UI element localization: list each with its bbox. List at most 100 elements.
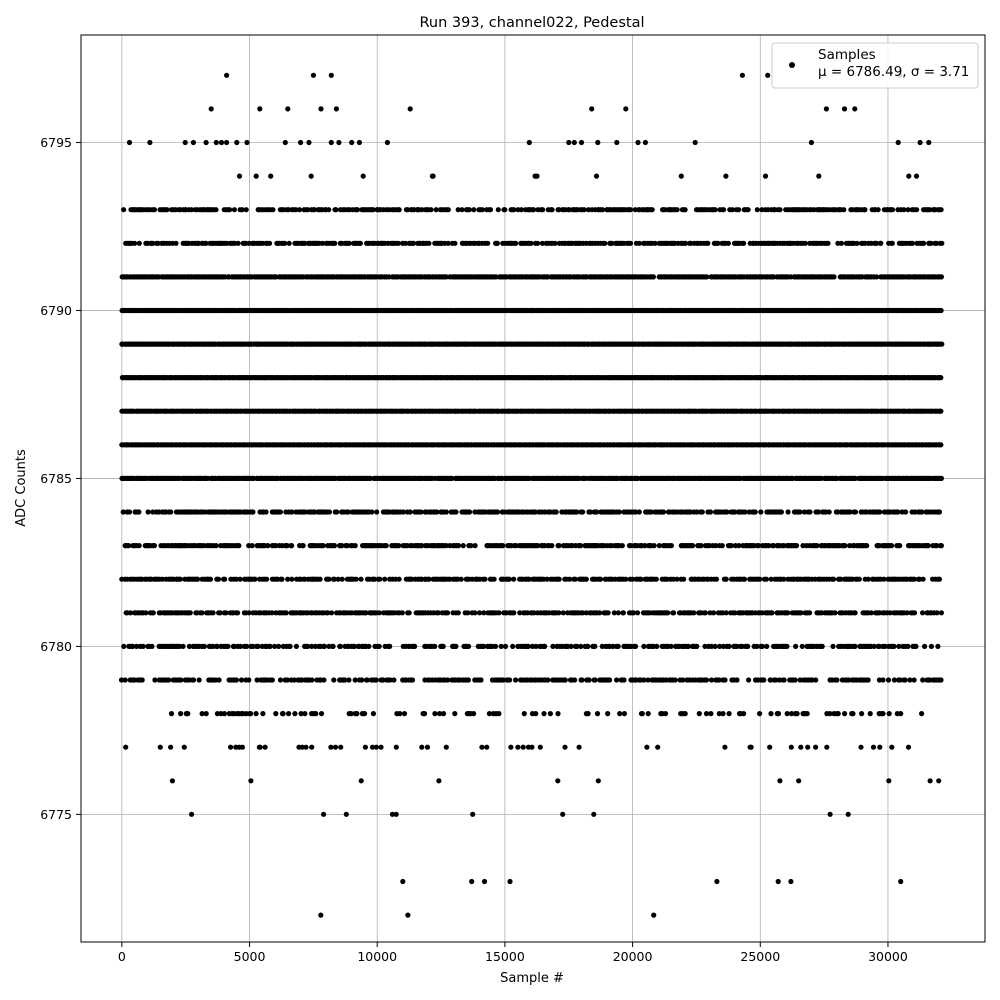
data-point [796, 778, 802, 784]
data-point [352, 677, 358, 683]
data-point [620, 610, 627, 616]
data-point [794, 711, 800, 717]
data-point [496, 711, 502, 717]
data-point [694, 509, 700, 515]
data-point [662, 711, 669, 717]
data-point [562, 677, 568, 683]
data-point [246, 610, 252, 616]
chart-title: Run 393, channel022, Pedestal [419, 15, 644, 31]
data-point [832, 610, 838, 616]
data-point [169, 778, 175, 784]
data-point [553, 509, 559, 515]
data-point [289, 576, 295, 582]
data-point [136, 509, 142, 515]
data-point [736, 543, 742, 549]
data-point [630, 610, 637, 616]
data-point [486, 711, 492, 717]
data-point [373, 744, 379, 750]
data-point [934, 543, 940, 549]
data-point [827, 711, 833, 717]
data-point [547, 711, 554, 717]
data-point [619, 543, 625, 549]
data-point [498, 643, 504, 650]
data-point [597, 610, 603, 616]
data-point [876, 677, 883, 683]
data-point [376, 610, 382, 616]
data-point [708, 677, 715, 683]
data-point [372, 576, 378, 582]
data-point [269, 610, 275, 616]
data-point [121, 643, 127, 650]
data-point [758, 509, 764, 515]
data-point [150, 509, 156, 515]
data-point [560, 811, 566, 817]
data-point [222, 576, 228, 582]
data-point [239, 744, 245, 750]
data-point [305, 643, 311, 650]
data-point [651, 912, 657, 918]
data-point [815, 509, 822, 515]
data-point [217, 610, 223, 616]
data-point [465, 610, 471, 616]
data-point [578, 543, 584, 549]
data-point [850, 711, 856, 717]
data-point [636, 509, 642, 515]
data-point [337, 643, 344, 650]
data-point [440, 711, 447, 717]
data-point [541, 711, 547, 717]
data-point [199, 711, 205, 717]
data-point [732, 610, 738, 616]
data-point [807, 509, 813, 515]
data-point [550, 643, 556, 650]
data-point [886, 778, 892, 784]
data-point [759, 643, 765, 650]
data-point [544, 576, 550, 582]
data-point [432, 711, 438, 717]
data-point [213, 543, 219, 549]
data-point [500, 543, 506, 549]
data-point [902, 677, 908, 683]
data-point [847, 509, 853, 515]
data-point [346, 677, 352, 683]
data-point [723, 610, 729, 616]
data-point [529, 744, 535, 750]
data-point [556, 543, 562, 549]
data-point [920, 677, 926, 683]
data-point [312, 643, 318, 650]
data-point [139, 677, 145, 683]
data-point [572, 576, 578, 582]
data-point [745, 643, 751, 650]
data-point [453, 509, 459, 515]
data-point [720, 610, 726, 616]
data-point [680, 677, 686, 683]
data-point [785, 610, 791, 616]
data-point [496, 610, 502, 616]
data-point [897, 543, 903, 549]
data-point [362, 711, 368, 717]
data-point [166, 677, 172, 683]
data-point [214, 643, 220, 650]
data-point [331, 576, 337, 582]
data-point [555, 711, 561, 717]
data-point [935, 643, 941, 650]
data-point [382, 576, 388, 582]
data-point [556, 576, 562, 582]
data-point [936, 509, 943, 515]
data-point [938, 408, 944, 414]
data-point [746, 677, 752, 683]
data-point [380, 677, 386, 683]
data-point [195, 576, 201, 582]
data-point [331, 677, 337, 683]
data-point [555, 778, 561, 784]
data-point [615, 643, 621, 650]
data-point [421, 711, 428, 717]
data-point [280, 711, 286, 717]
data-point [263, 509, 269, 515]
data-point [895, 509, 901, 515]
data-point [773, 677, 779, 683]
data-point [189, 811, 195, 817]
data-point [412, 643, 418, 650]
data-point [533, 711, 539, 717]
data-point [889, 744, 895, 750]
data-point [804, 711, 810, 717]
